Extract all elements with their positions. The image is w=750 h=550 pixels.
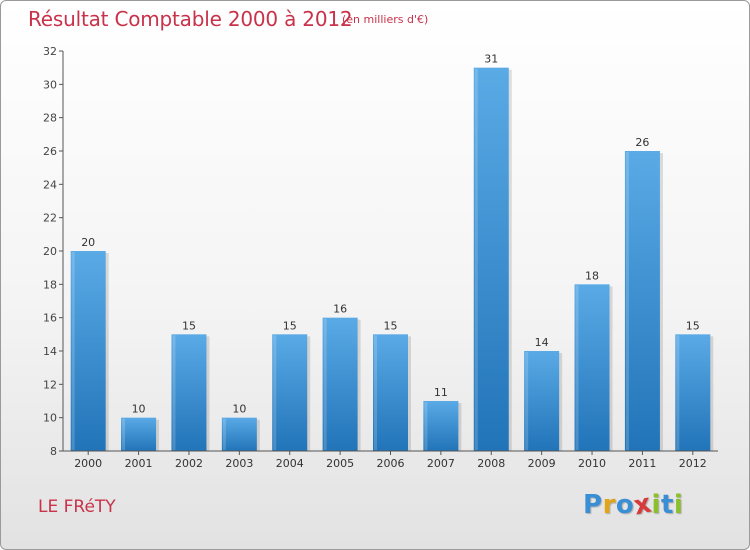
x-tick-label-2002: 2002	[175, 457, 203, 470]
bar-highlight	[222, 418, 226, 450]
x-tick-label-2010: 2010	[578, 457, 606, 470]
data-label-2000: 20	[81, 236, 95, 249]
y-tick-label: 10	[43, 412, 57, 425]
bar-highlight	[625, 152, 629, 450]
x-tick-label-2006: 2006	[377, 457, 405, 470]
data-label-2003: 10	[232, 403, 246, 416]
data-label-2012: 15	[686, 319, 700, 332]
bar-highlight	[172, 335, 176, 450]
proxiti-logo[interactable]: Proxiti	[583, 489, 684, 522]
data-label-2009: 14	[535, 336, 549, 349]
bar-2005[interactable]	[322, 317, 358, 451]
axes-group	[59, 50, 718, 455]
bar-2011[interactable]	[624, 151, 660, 451]
x-tick-label-2009: 2009	[528, 457, 556, 470]
x-tick-label-2001: 2001	[125, 457, 153, 470]
y-tick-label: 32	[43, 45, 57, 58]
y-tick-label: 12	[43, 378, 57, 391]
logo-letter: P	[583, 490, 603, 520]
bar-2006[interactable]	[373, 334, 408, 451]
bar-highlight	[374, 335, 377, 450]
logo-letter: i	[673, 490, 684, 520]
data-label-2004: 15	[283, 319, 297, 332]
y-tick-label: 16	[43, 312, 57, 325]
bar-2009[interactable]	[524, 351, 560, 451]
x-tick-label-2008: 2008	[477, 457, 505, 470]
data-label-2008: 31	[484, 53, 498, 66]
y-tick-label: 18	[43, 278, 57, 291]
data-label-2002: 15	[182, 319, 196, 332]
bar-2008[interactable]	[473, 67, 509, 452]
bar-highlight	[676, 335, 680, 450]
data-label-2010: 18	[585, 269, 599, 282]
x-tick-label-2003: 2003	[225, 457, 253, 470]
labels-group: 8 10 12 14 16 18 20 22 24 26 28 30 32 2000 20 2001 10 200…	[43, 45, 707, 470]
y-tick-label: 20	[43, 245, 57, 258]
logo-letter: t	[660, 490, 674, 520]
y-tick-label: 22	[43, 212, 57, 225]
y-tick-label: 30	[43, 78, 57, 91]
place-name: LE FRéTY	[38, 497, 116, 517]
bar-2012[interactable]	[675, 334, 711, 451]
data-label-2001: 10	[132, 403, 146, 416]
bars-group	[70, 67, 714, 452]
logo-letter: r	[602, 490, 616, 520]
y-tick-label: 8	[50, 445, 57, 458]
data-label-2011: 26	[635, 136, 649, 149]
x-tick-label-2012: 2012	[679, 457, 707, 470]
x-tick-label-2005: 2005	[326, 457, 354, 470]
bar-highlight	[122, 418, 126, 450]
bar-highlight	[323, 318, 327, 450]
y-tick-label: 14	[43, 345, 57, 358]
x-tick-label-2007: 2007	[427, 457, 455, 470]
data-label-2007: 11	[434, 386, 448, 399]
bar-2010[interactable]	[574, 284, 610, 451]
x-tick-label-2004: 2004	[276, 457, 304, 470]
bar-2004[interactable]	[272, 334, 308, 451]
x-tick-label-2000: 2000	[74, 457, 102, 470]
y-tick-label: 26	[43, 145, 57, 158]
bar-2002[interactable]	[171, 334, 207, 451]
bar-2001[interactable]	[121, 417, 157, 451]
bar-highlight	[525, 352, 529, 450]
data-label-2005: 16	[333, 303, 347, 316]
chart-title: Résultat Comptable 2000 à 2012	[28, 7, 353, 31]
data-label-2006: 15	[384, 319, 398, 332]
bar-highlight	[71, 252, 75, 450]
bar-highlight	[273, 335, 277, 450]
bar-highlight	[424, 402, 428, 450]
bar-highlight	[575, 285, 579, 450]
x-tick-label-2011: 2011	[628, 457, 656, 470]
bar-2003[interactable]	[221, 417, 257, 451]
bar-2000[interactable]	[70, 251, 106, 451]
bar-2007[interactable]	[423, 401, 459, 451]
chart-subtitle: (en milliers d'€)	[342, 13, 429, 26]
y-tick-label: 28	[43, 112, 57, 125]
logo-letter: o	[615, 490, 635, 520]
logo-letter: i	[651, 490, 661, 520]
y-tick-label: 24	[43, 178, 57, 191]
bar-highlight	[474, 68, 478, 451]
